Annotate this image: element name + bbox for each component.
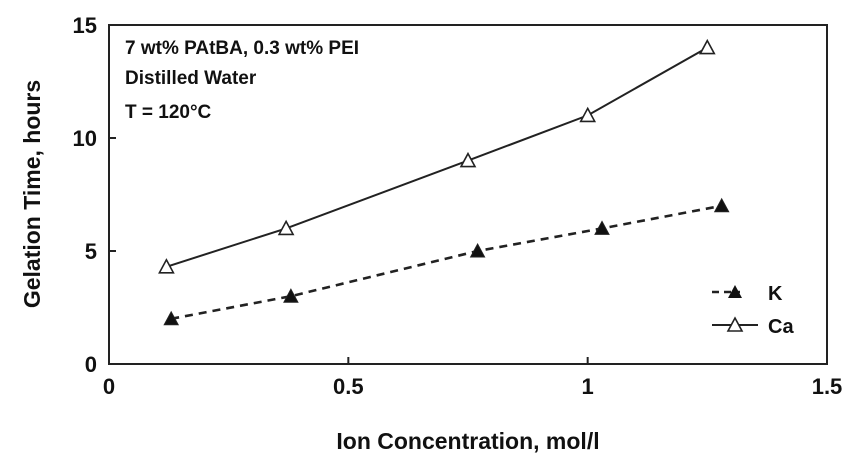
series-line-k	[170, 204, 722, 321]
series-markers-layer	[158, 38, 730, 326]
data-point-ca	[579, 106, 597, 123]
y-tick-label: 0	[85, 352, 97, 377]
legend-ca-label: Ca	[768, 316, 794, 338]
y-tick-label: 15	[73, 13, 97, 38]
x-tick-label: 0.5	[333, 374, 364, 399]
annotation-temperature: T = 120°C	[125, 102, 212, 123]
legend-k-marker	[728, 285, 742, 298]
data-point-ca	[459, 151, 477, 168]
data-point-k	[594, 220, 610, 235]
y-tick-label: 10	[73, 126, 97, 151]
annotation-block: 7 wt% PAtBA, 0.3 wt% PEI Distilled Water…	[125, 38, 359, 123]
data-point-k	[283, 288, 299, 303]
x-tick-label: 1	[582, 374, 594, 399]
y-tick-label: 5	[85, 239, 97, 264]
x-tick-label: 1.5	[812, 374, 843, 399]
legend-k-label: K	[768, 283, 783, 305]
data-point-ca	[277, 219, 295, 236]
data-point-ca	[698, 38, 716, 55]
data-point-k	[163, 310, 180, 326]
legend: K Ca	[712, 283, 794, 338]
ticks-layer: 0 0.5 1 1.5 0 5 10 15	[73, 13, 843, 399]
x-axis-title: Ion Concentration, mol/l	[336, 428, 599, 454]
annotation-solvent: Distilled Water	[125, 68, 257, 89]
data-point-k	[469, 242, 486, 258]
legend-ca-marker	[726, 316, 744, 332]
plot-area-frame	[108, 24, 828, 365]
annotation-composition: 7 wt% PAtBA, 0.3 wt% PEI	[125, 38, 359, 59]
data-point-ca	[158, 258, 175, 274]
x-tick-label: 0	[103, 374, 115, 399]
y-axis-title: Gelation Time, hours	[19, 80, 45, 308]
data-point-k	[713, 197, 730, 213]
